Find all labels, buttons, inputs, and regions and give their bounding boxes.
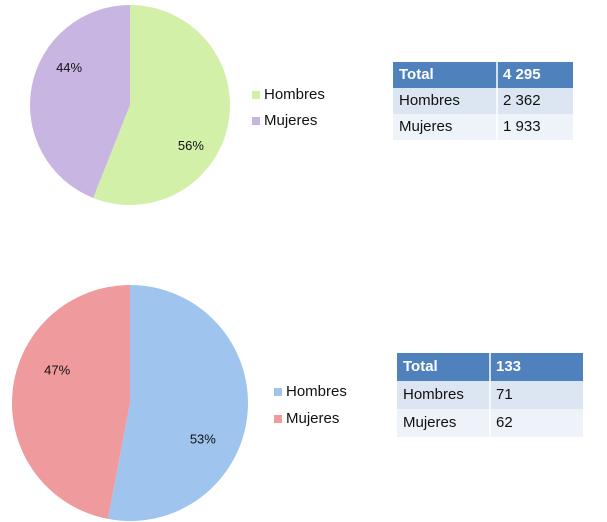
table-cell: Hombres — [403, 386, 464, 403]
pie-slice — [93, 5, 230, 205]
table-cell: 71 — [496, 386, 513, 403]
table-header-cell: Total — [403, 358, 438, 375]
table-cell: Mujeres — [399, 118, 452, 135]
legend-swatch — [274, 415, 282, 423]
legend-swatch — [252, 117, 260, 125]
legend-swatch — [274, 388, 282, 396]
legend-label: Hombres — [286, 383, 347, 400]
table-cell: Mujeres — [403, 414, 456, 431]
legend-label: Mujeres — [264, 112, 317, 129]
legend-label: Hombres — [264, 86, 325, 103]
table-cell: Hombres — [399, 92, 460, 109]
pie-slice — [107, 285, 249, 521]
table-cell: 2 362 — [503, 92, 541, 109]
legend-label: Mujeres — [286, 410, 339, 427]
table-row — [393, 114, 573, 140]
table-header-cell: Total — [399, 66, 434, 83]
legend-swatch — [252, 91, 260, 99]
slice-label: 44% — [56, 60, 82, 75]
table-header-cell: 4 295 — [503, 66, 541, 83]
slice-label: 47% — [44, 363, 70, 378]
table-header — [393, 62, 573, 88]
slice-label: 56% — [178, 138, 204, 153]
table-cell: 1 933 — [503, 118, 541, 135]
pie-slice — [12, 285, 131, 519]
table-header-cell: 133 — [496, 358, 521, 375]
pie-slice — [29, 5, 131, 198]
table-cell: 62 — [496, 414, 513, 431]
slice-label: 53% — [190, 431, 216, 446]
table-row — [393, 88, 573, 114]
